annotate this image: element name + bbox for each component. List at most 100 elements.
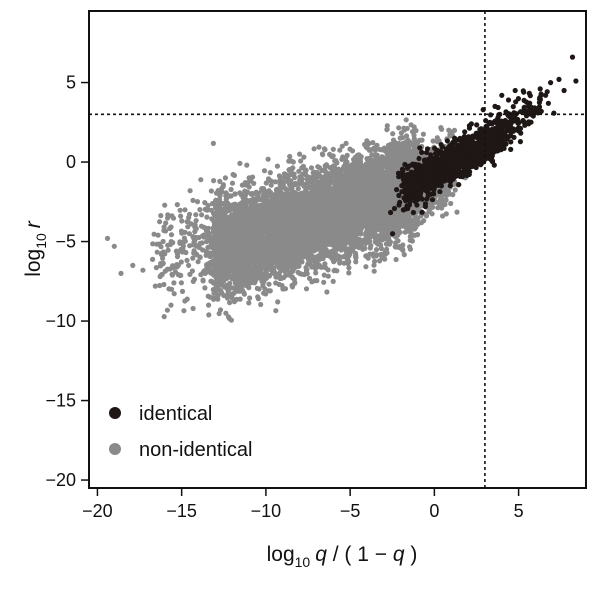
data-point [305, 256, 311, 262]
data-point [330, 278, 336, 284]
data-point [420, 131, 426, 137]
data-point [237, 160, 243, 166]
points-layer [104, 54, 579, 323]
data-point [292, 175, 298, 181]
data-point [337, 147, 343, 153]
data-point [274, 163, 280, 169]
data-point [261, 290, 267, 296]
data-point [242, 188, 248, 194]
data-point [321, 146, 328, 152]
data-point [281, 171, 287, 177]
data-point [332, 267, 338, 273]
data-point [238, 192, 244, 198]
data-point [400, 135, 406, 141]
data-point [311, 264, 317, 270]
data-point [210, 287, 216, 293]
data-point [219, 282, 225, 288]
data-point [262, 286, 268, 292]
data-point [266, 177, 273, 183]
data-point [246, 300, 252, 306]
data-point [229, 285, 235, 291]
data-point [217, 178, 223, 184]
data-point [364, 138, 370, 144]
data-point [367, 238, 373, 244]
data-point [368, 243, 374, 249]
data-point [254, 285, 260, 291]
data-point [261, 168, 268, 174]
data-point [230, 171, 236, 178]
data-point [272, 179, 278, 185]
data-point [362, 245, 368, 251]
data-point [247, 295, 253, 301]
data-point [318, 255, 324, 261]
data-point [268, 182, 274, 188]
data-point [295, 269, 301, 275]
data-point [343, 140, 349, 146]
data-point [310, 170, 316, 176]
data-point [202, 285, 208, 291]
data-point [228, 193, 234, 199]
data-point [371, 268, 377, 274]
data-point [390, 137, 397, 143]
data-point [378, 245, 384, 252]
data-point [255, 294, 261, 300]
data-point [396, 140, 402, 146]
data-point [396, 125, 402, 131]
data-point [273, 280, 279, 286]
data-point [258, 301, 264, 308]
data-point [219, 185, 225, 191]
data-point [208, 188, 214, 194]
data-point [322, 163, 328, 169]
data-point [265, 272, 271, 278]
data-point [378, 252, 384, 258]
data-point [411, 124, 417, 130]
data-point [404, 133, 410, 139]
data-point [407, 246, 413, 252]
data-point [403, 117, 409, 123]
data-point [265, 156, 271, 162]
data-point [267, 170, 273, 176]
data-point [296, 168, 302, 174]
data-point [321, 272, 327, 278]
data-point [358, 231, 364, 237]
data-point [311, 258, 318, 264]
data-point [212, 204, 219, 211]
data-point [222, 175, 228, 181]
series-non-identical [104, 117, 468, 323]
data-point [232, 191, 238, 197]
data-point [353, 259, 359, 265]
data-point [229, 180, 236, 186]
data-point [325, 273, 331, 279]
data-point [324, 289, 330, 295]
data-point [345, 260, 351, 267]
data-point [316, 144, 322, 150]
data-point [316, 165, 323, 171]
data-point [295, 186, 301, 192]
data-point [281, 275, 287, 281]
data-point [303, 286, 310, 292]
data-point [390, 131, 396, 137]
data-point [315, 180, 321, 186]
data-point [400, 242, 406, 248]
data-point [298, 158, 304, 164]
data-point [363, 264, 369, 270]
data-point [267, 288, 273, 294]
data-point [248, 197, 255, 204]
data-point [287, 153, 293, 160]
data-point [244, 162, 250, 168]
data-point [298, 180, 304, 187]
data-point [280, 286, 286, 292]
data-point [304, 271, 310, 277]
data-point [407, 237, 413, 243]
data-point [401, 252, 407, 258]
data-point [323, 265, 329, 271]
data-point [231, 272, 237, 278]
data-point [346, 265, 352, 271]
data-point [343, 155, 349, 162]
data-point [289, 274, 295, 280]
data-point [302, 170, 308, 176]
data-point [379, 147, 385, 153]
data-point [216, 310, 222, 317]
data-point [346, 270, 352, 276]
